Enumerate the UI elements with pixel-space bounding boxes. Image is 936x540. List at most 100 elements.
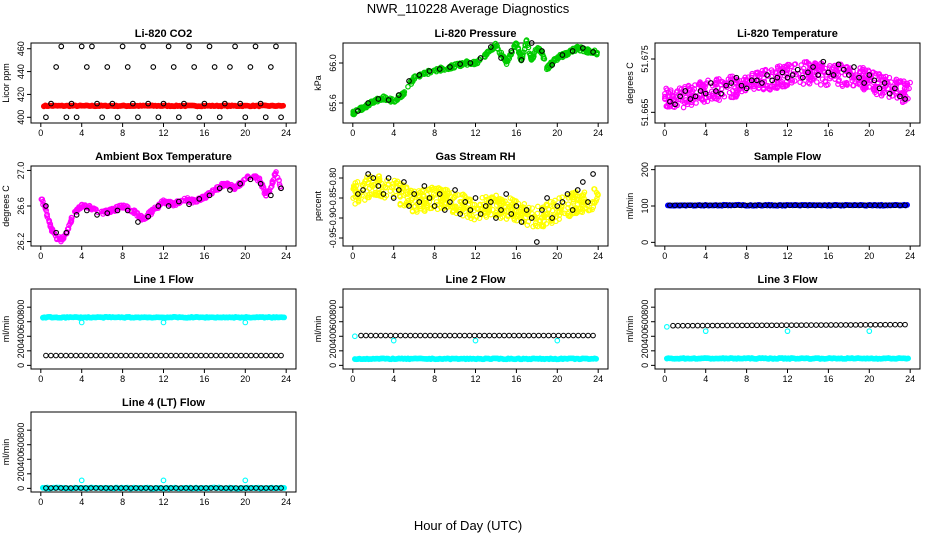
data-point [585, 207, 592, 214]
series-avg [670, 321, 908, 329]
data-point [487, 44, 494, 50]
x-tick-label: 24 [281, 251, 291, 261]
data-point [738, 82, 745, 89]
data-point [153, 352, 159, 359]
series-all [351, 355, 600, 363]
data-point [103, 207, 109, 214]
y-tick-label: 200 [640, 162, 650, 177]
data-point [797, 79, 803, 86]
data-point [68, 100, 75, 107]
data-point [524, 222, 531, 228]
y-tick-label: 0 [328, 363, 338, 368]
x-tick-label: 20 [864, 128, 874, 138]
x-tick-label: 4 [79, 497, 84, 507]
data-point [739, 322, 745, 329]
data-point [529, 205, 536, 211]
x-tick-label: 0 [662, 128, 667, 138]
data-point [855, 80, 861, 87]
data-point [208, 352, 214, 359]
data-point [744, 322, 750, 329]
data-point [63, 229, 70, 236]
data-point [734, 322, 740, 329]
data-point [784, 328, 791, 335]
data-point [505, 206, 511, 212]
data-point [814, 79, 820, 85]
data-point [699, 322, 706, 329]
y-axis-label: ml/min [625, 193, 635, 220]
data-point [354, 179, 361, 185]
data-point [555, 204, 562, 211]
data-point [840, 66, 847, 73]
y-tick-label: 440 [16, 64, 26, 79]
data-point [905, 355, 912, 362]
data-point [452, 192, 459, 199]
x-tick-label: 20 [240, 374, 250, 384]
data-point [365, 171, 372, 177]
data-point [268, 184, 274, 191]
y-tick-label: 800 [328, 300, 338, 315]
data-point [788, 63, 795, 70]
panel-1: Li-820 CO2 0 4 8 12 16 20 24 400 420 440 460 Licor p… [1, 28, 297, 138]
data-point [83, 207, 90, 214]
data-point [485, 48, 492, 55]
data-point [751, 83, 757, 90]
y-tick-label: 600 [328, 314, 338, 329]
data-point [198, 352, 204, 359]
panel-4: Ambient Box Temperature 0 4 8 12 16 20 24 26.2 26… [1, 151, 297, 261]
data-point [163, 352, 169, 359]
data-point [103, 352, 109, 359]
x-tick-label: 8 [120, 128, 125, 138]
data-point [276, 177, 282, 184]
data-point [481, 332, 488, 339]
data-point [886, 90, 893, 97]
data-point [503, 191, 510, 197]
data-point [73, 212, 80, 218]
panel-5: Gas Stream RH 0 4 8 12 16 20 24 -0.95-0.90-0.85-… [313, 151, 609, 261]
data-point [412, 332, 419, 339]
x-tick-label: 12 [782, 128, 792, 138]
data-point [352, 201, 358, 207]
x-tick-label: 4 [79, 251, 84, 261]
data-point [278, 485, 284, 491]
series-avg [667, 202, 908, 209]
x-tick-label: 0 [662, 251, 667, 261]
x-tick-label: 16 [199, 497, 209, 507]
data-point [521, 201, 528, 207]
data-point [754, 322, 760, 329]
data-point [216, 185, 223, 192]
data-point [782, 82, 789, 88]
plot-frame [30, 288, 297, 370]
data-point [517, 53, 524, 60]
data-point [104, 210, 111, 216]
x-tick-label: 8 [432, 251, 437, 261]
data-point [877, 321, 884, 328]
data-point [885, 80, 891, 87]
data-point [359, 104, 365, 111]
data-point [702, 90, 709, 97]
data-point [206, 43, 213, 50]
data-point [435, 66, 442, 73]
series-all [662, 59, 913, 111]
data-point [570, 332, 577, 339]
data-point [867, 321, 874, 328]
data-point [535, 203, 541, 210]
data-point [737, 83, 744, 90]
data-point [436, 191, 443, 197]
data-point [707, 80, 714, 86]
data-point [793, 322, 800, 328]
data-point [385, 97, 392, 103]
data-point [902, 96, 908, 102]
data-point [487, 199, 494, 205]
data-point [281, 314, 288, 321]
data-point [43, 203, 49, 209]
data-point [815, 72, 822, 78]
data-point [364, 174, 370, 181]
data-point [425, 187, 432, 193]
data-point [138, 352, 144, 359]
x-tick-label: 0 [350, 128, 355, 138]
data-point [437, 332, 443, 339]
data-point [477, 55, 484, 61]
data-point [671, 104, 678, 110]
data-point [667, 98, 673, 105]
x-tick-label: 8 [744, 251, 749, 261]
